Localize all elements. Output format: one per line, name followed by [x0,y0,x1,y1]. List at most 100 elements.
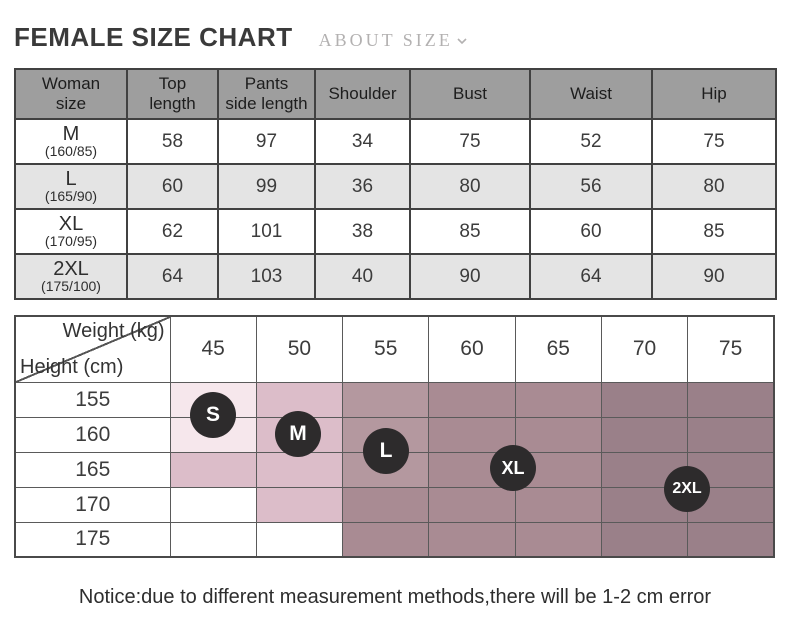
matrix-color-cell [342,381,430,418]
measurement-cell: 58 [126,118,219,165]
matrix-color-cell [687,381,775,418]
size-cell: L (165/90) [14,163,128,210]
corner-cell: Weight (kg) Height (cm) [14,315,171,383]
size-spec: (170/95) [44,233,98,249]
size-table: Woman size Top length Pants side length Sho… [14,68,777,300]
matrix-color-cell [342,521,430,558]
measurement-cell: 85 [651,208,777,255]
measurement-cell: 64 [126,253,219,300]
measurement-cell: 64 [529,253,653,300]
height-cell: 175 [14,521,171,558]
measurement-cell: 80 [409,163,531,210]
size-cell: 2XL (175/100) [14,253,128,300]
matrix-color-cell [169,486,257,523]
size-table-head: Woman size Top length Pants side length Sho… [14,68,777,120]
notice-text: Notice:due to different measurement meth… [78,586,712,608]
size-table-header-cell: Bust [409,68,531,120]
about-size-label: ABOUT SIZE [318,30,453,50]
corner-weight-label: Weight (kg) [62,320,165,342]
measurement-cell: 62 [126,208,219,255]
measurement-cell: 75 [651,118,777,165]
matrix-color-cell [169,451,257,488]
measurement-cell: 99 [217,163,316,210]
weight-header-cell: 60 [428,315,516,383]
matrix-row: 175 [14,521,775,558]
measurement-cell: 60 [126,163,219,210]
measurement-cell: 101 [217,208,316,255]
size-badge-m: M [275,411,321,457]
measurement-cell: 34 [314,118,411,165]
weight-header-cell: 50 [255,315,344,383]
size-table-header-cell: Waist [529,68,653,120]
height-cell: 155 [14,381,171,418]
matrix-color-cell [514,416,602,453]
weight-header-cell: 75 [687,315,775,383]
matrix-color-cell [428,381,516,418]
matrix-color-cell [169,521,257,558]
measurement-cell: 80 [651,163,777,210]
matrix-row: 170 [14,486,775,523]
size-table-header-cell: Top length [126,68,219,120]
height-cell: 160 [14,416,171,453]
matrix-color-cell [687,416,775,453]
matrix-head: Weight (kg) Height (cm) 45 50 55 60 65 70 75 [14,315,775,383]
size-table-row: XL (170/95) 62 101 38 85 60 85 [14,208,777,255]
matrix-color-cell [687,521,775,558]
corner-height-label: Height (cm) [20,355,124,378]
weight-header-cell: 70 [600,315,689,383]
size-badge-s: S [190,392,236,438]
size-name: L [65,168,77,190]
matrix-row: 155 [14,381,775,418]
matrix-color-cell [600,416,689,453]
measurement-cell: 85 [409,208,531,255]
matrix-table: Weight (kg) Height (cm) 45 50 55 60 65 70 75 155 1… [14,315,775,558]
matrix-header-row: Weight (kg) Height (cm) 45 50 55 60 65 70 75 [14,315,775,383]
matrix-color-cell [428,486,516,523]
about-size-dropdown[interactable]: ABOUT SIZE [319,30,469,51]
size-table-header-cell: Pants side length [217,68,316,120]
chevron-down-icon [455,34,469,48]
page-title: FEMALE SIZE CHART [14,22,293,52]
size-name: M [62,123,80,145]
measurement-cell: 103 [217,253,316,300]
size-spec: (175/100) [41,278,101,294]
measurement-cell: 90 [651,253,777,300]
matrix-color-cell [600,521,689,558]
size-name: XL [58,213,84,235]
size-table-header-row: Woman size Top length Pants side length Sho… [14,68,777,120]
height-cell: 165 [14,451,171,488]
size-table-header-cell: Woman size [14,68,128,120]
matrix-color-cell [428,416,516,453]
size-table-row: 2XL (175/100) 64 103 40 90 64 90 [14,253,777,300]
size-table-header-cell: Hip [651,68,777,120]
weight-header-cell: 45 [169,315,257,383]
measurement-cell: 97 [217,118,316,165]
size-badge-2xl: 2XL [664,466,710,512]
measurement-cell: 36 [314,163,411,210]
measurement-cell: 75 [409,118,531,165]
matrix-color-cell [255,521,344,558]
measurement-cell: 56 [529,163,653,210]
size-cell: M (160/85) [14,118,128,165]
size-table-row: M (160/85) 58 97 34 75 52 75 [14,118,777,165]
size-badge-xl: XL [490,445,536,491]
header: FEMALE SIZE CHART ABOUT SIZE [14,22,469,53]
size-cell: XL (170/95) [14,208,128,255]
matrix-color-cell [342,486,430,523]
matrix-row: 160 [14,416,775,453]
size-table-row: L (165/90) 60 99 36 80 56 80 [14,163,777,210]
size-table-header-cell: Shoulder [314,68,411,120]
size-badge-l: L [363,428,409,474]
size-spec: (160/85) [44,143,98,159]
height-weight-matrix: Weight (kg) Height (cm) 45 50 55 60 65 70 75 155 1… [14,315,775,562]
matrix-color-cell [600,381,689,418]
matrix-color-cell [514,486,602,523]
matrix-color-cell [514,381,602,418]
measurement-cell: 52 [529,118,653,165]
measurement-cell: 90 [409,253,531,300]
weight-header-cell: 55 [342,315,430,383]
measurement-cell: 60 [529,208,653,255]
matrix-color-cell [255,486,344,523]
measurement-cell: 40 [314,253,411,300]
